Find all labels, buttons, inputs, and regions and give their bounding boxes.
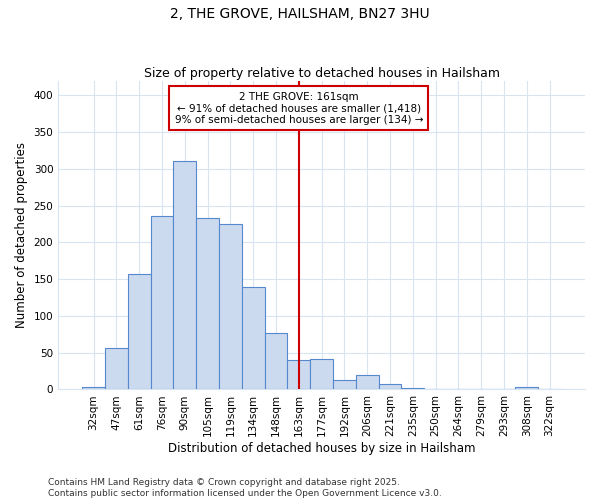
Text: 2, THE GROVE, HAILSHAM, BN27 3HU: 2, THE GROVE, HAILSHAM, BN27 3HU — [170, 8, 430, 22]
Bar — [173, 161, 196, 390]
Bar — [151, 216, 173, 390]
Bar — [128, 274, 151, 390]
X-axis label: Distribution of detached houses by size in Hailsham: Distribution of detached houses by size … — [168, 442, 475, 455]
Bar — [287, 360, 310, 390]
Bar — [219, 224, 242, 390]
Bar — [356, 376, 379, 390]
Bar — [82, 388, 105, 390]
Text: Contains HM Land Registry data © Crown copyright and database right 2025.
Contai: Contains HM Land Registry data © Crown c… — [48, 478, 442, 498]
Bar — [333, 380, 356, 390]
Bar — [242, 286, 265, 390]
Text: 2 THE GROVE: 161sqm
← 91% of detached houses are smaller (1,418)
9% of semi-deta: 2 THE GROVE: 161sqm ← 91% of detached ho… — [175, 92, 423, 125]
Bar — [379, 384, 401, 390]
Bar — [196, 218, 219, 390]
Bar — [265, 333, 287, 390]
Y-axis label: Number of detached properties: Number of detached properties — [15, 142, 28, 328]
Title: Size of property relative to detached houses in Hailsham: Size of property relative to detached ho… — [143, 66, 500, 80]
Bar — [515, 388, 538, 390]
Bar — [424, 388, 447, 390]
Bar — [310, 358, 333, 390]
Bar — [105, 348, 128, 390]
Bar — [401, 388, 424, 390]
